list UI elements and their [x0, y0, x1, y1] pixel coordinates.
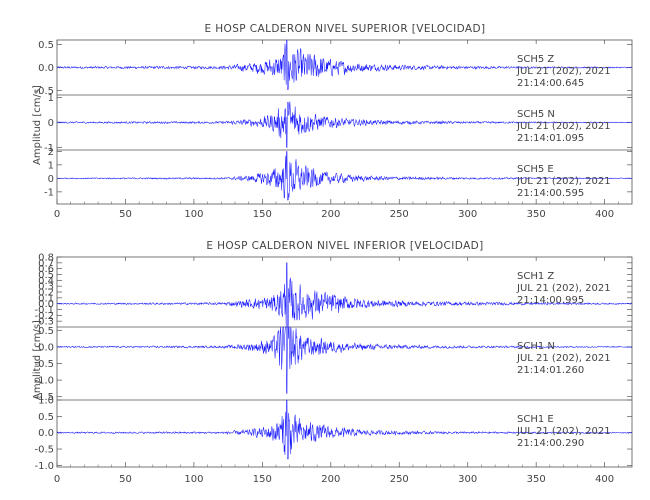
y-tick-label: 0.7 [38, 258, 54, 269]
channel-time: 21:14:01.260 [517, 365, 584, 376]
channel-date: JUL 21 (202), 2021 [516, 426, 611, 437]
x-tick-label: 150 [253, 209, 272, 220]
y-tick-label: -1 [44, 187, 54, 198]
channel-label: SCH1 E [517, 414, 554, 425]
x-tick-label: 0 [54, 474, 60, 485]
x-tick-label: 150 [253, 474, 272, 485]
y-tick-label: 0.4 [38, 276, 54, 287]
channel-time: 21:14:00.645 [517, 78, 584, 89]
x-tick-label: 300 [458, 209, 477, 220]
y-tick-label: 0 [48, 174, 54, 185]
x-tick-label: 200 [321, 474, 340, 485]
channel-date: JUL 21 (202), 2021 [516, 121, 611, 132]
channel-time: 21:14:00.995 [517, 295, 584, 306]
y-tick-label: 0.2 [38, 288, 54, 299]
channel-label: SCH1 Z [517, 271, 554, 282]
y-tick-label: -0.1 [34, 305, 54, 316]
x-tick-label: 300 [458, 474, 477, 485]
channel-date: JUL 21 (202), 2021 [516, 283, 611, 294]
x-tick-label: 400 [595, 474, 614, 485]
chart-title: E HOSP CALDERON NIVEL INFERIOR [VELOCIDA… [206, 240, 483, 252]
x-tick-label: 250 [390, 209, 409, 220]
x-tick-label: 350 [527, 474, 546, 485]
channel-date: JUL 21 (202), 2021 [516, 353, 611, 364]
waveform-trace [56, 262, 633, 328]
x-tick-label: 50 [119, 209, 132, 220]
y-tick-label: -1.0 [34, 376, 54, 387]
channel-date: JUL 21 (202), 2021 [516, 176, 611, 187]
y-tick-label: -0.5 [34, 445, 54, 456]
y-tick-label: -0.3 [34, 317, 54, 328]
y-tick-label: 0.0 [38, 342, 54, 353]
x-tick-label: 400 [595, 209, 614, 220]
channel-date: JUL 21 (202), 2021 [516, 66, 611, 77]
channel-label: SCH5 Z [517, 54, 554, 65]
x-tick-label: 100 [184, 209, 203, 220]
y-tick-label: 1 [48, 93, 54, 104]
y-tick-label: 0.5 [38, 270, 54, 281]
chart-title: E HOSP CALDERON NIVEL SUPERIOR [VELOCIDA… [204, 23, 485, 35]
y-tick-label: 0.3 [38, 282, 54, 293]
y-tick-label: 0.5 [38, 40, 54, 51]
channel-label: SCH1 N [517, 341, 555, 352]
waveform-trace [56, 399, 633, 460]
y-axis-label: Amplitud [cm/s] [32, 320, 43, 400]
x-tick-label: 100 [184, 474, 203, 485]
y-tick-label: 0.8 [38, 253, 54, 264]
y-tick-label: 0.0 [38, 428, 54, 439]
y-tick-label: -0.5 [34, 359, 54, 370]
x-tick-label: 350 [527, 209, 546, 220]
y-tick-label: -0.2 [34, 311, 54, 322]
x-tick-label: 200 [321, 209, 340, 220]
channel-time: 21:14:00.290 [517, 438, 584, 449]
channel-label: SCH5 N [517, 109, 555, 120]
y-tick-label: -0.5 [34, 86, 54, 97]
y-tick-label: 0.6 [38, 264, 54, 275]
y-tick-label: 1 [48, 160, 54, 171]
waveform-trace [56, 39, 633, 90]
y-tick-label: 0.0 [38, 63, 54, 74]
chart-nivel-superior: E HOSP CALDERON NIVEL SUPERIOR [VELOCIDA… [32, 23, 633, 220]
y-tick-label: -1.5 [34, 392, 54, 403]
channel-time: 21:14:00.595 [517, 188, 584, 199]
y-tick-label: 0.5 [38, 326, 54, 337]
x-tick-label: 50 [119, 474, 132, 485]
waveform-trace [56, 326, 633, 394]
waveform-trace [56, 151, 633, 201]
y-tick-label: -1.0 [34, 461, 54, 472]
y-tick-label: 2 [48, 147, 54, 158]
chart-nivel-inferior: E HOSP CALDERON NIVEL INFERIOR [VELOCIDA… [32, 240, 633, 485]
y-tick-label: 0.1 [38, 293, 54, 304]
y-tick-label: 0.0 [38, 299, 54, 310]
y-tick-label: -1 [44, 143, 54, 154]
waveform-trace [56, 101, 633, 148]
y-tick-label: 0 [48, 118, 54, 129]
x-tick-label: 250 [390, 474, 409, 485]
y-tick-label: 1.0 [38, 396, 54, 407]
channel-time: 21:14:01.095 [517, 133, 584, 144]
channel-label: SCH5 E [517, 164, 554, 175]
y-tick-label: 0.5 [38, 412, 54, 423]
y-axis-label: Amplitud [cm/s] [32, 85, 43, 165]
x-tick-label: 0 [54, 209, 60, 220]
trace-panel-sch1-z: 0.80.70.60.50.40.30.20.10.0-0.1-0.2-0.3 S… [34, 253, 633, 328]
